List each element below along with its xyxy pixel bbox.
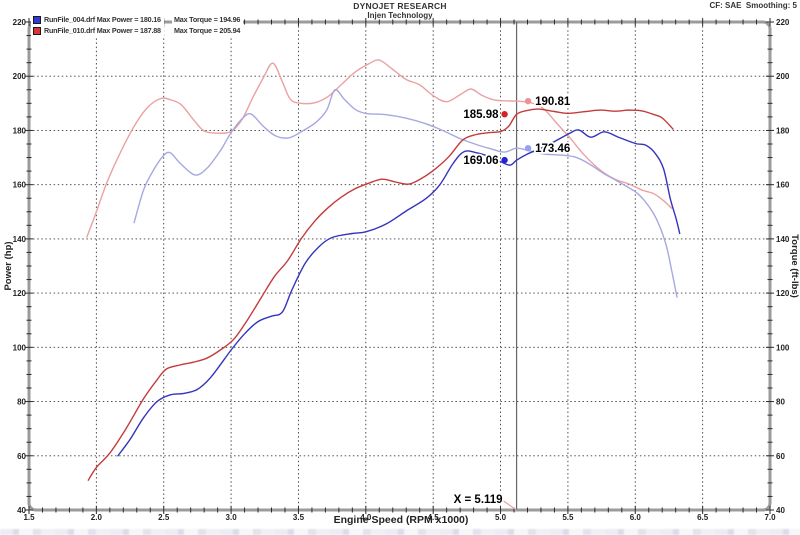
cursor-dot-power_004	[501, 156, 508, 164]
curve-power_010	[87, 108, 674, 481]
y-right-tick-label: 100	[776, 343, 790, 352]
y-right-tick-label: 200	[776, 72, 790, 81]
y-right-tick-label: 140	[776, 235, 790, 244]
x-tick-label: 6.5	[697, 513, 709, 522]
y-right-tick-label: 40	[776, 506, 785, 515]
y-left-tick-label: 80	[17, 398, 26, 407]
y-right-tick-label: 60	[776, 452, 785, 461]
x-tick-label: 2.0	[91, 513, 103, 522]
legend-torque-010: Max Torque = 205.94	[174, 26, 241, 35]
legend-row-runfile-010[interactable]: RunFile_010.drf Max Power = 187.88	[33, 25, 161, 36]
cursor-dot-torque_010	[524, 97, 532, 105]
x-tick-label: 4.5	[428, 513, 440, 522]
y-right-tick-label: 160	[776, 181, 790, 190]
x-tick-label: 4.0	[360, 513, 372, 522]
x-tick-label: 5.5	[562, 513, 574, 522]
plot-area[interactable]	[29, 22, 770, 510]
cursor-value-label-torque_010: 190.81	[535, 96, 571, 108]
y-right-tick-label: 220	[776, 18, 790, 27]
cropped-content-strip	[0, 529, 800, 535]
y-left-tick-label: 200	[13, 72, 27, 81]
x-tick-label: 6.0	[630, 513, 642, 522]
curve-power_004	[117, 129, 681, 457]
y-left-tick-label: 100	[13, 343, 27, 352]
y-left-tick-label: 120	[13, 289, 27, 298]
run-004-swatch-icon	[33, 15, 41, 24]
y-left-tick-label: 180	[13, 126, 27, 135]
y-left-tick-label: 160	[13, 181, 27, 190]
cursor-value-label-power_004: 169.06	[463, 155, 498, 167]
y-left-tick-label: 60	[17, 452, 26, 461]
x-tick-label: 2.5	[158, 513, 170, 522]
chart-subtitle: Injen Technology	[367, 11, 433, 20]
y-left-tick-label: 220	[13, 18, 27, 27]
cursor-value-label-power_010: 185.98	[463, 109, 499, 121]
legend-runs: RunFile_004.drf Max Power = 180.16 RunFi…	[31, 13, 164, 37]
y-right-tick-label: 180	[776, 126, 790, 135]
chart-title: DYNOJET RESEARCH	[353, 1, 447, 11]
x-tick-label: 3.0	[226, 513, 238, 522]
y-left-tick-label: 40	[17, 506, 26, 515]
y-right-axis-title: Torque (ft-lbs)	[789, 234, 800, 298]
cursor-dot-power_010	[501, 111, 508, 118]
x-axis-title: Engine Speed (RPM x1000)	[333, 514, 469, 526]
cursor-x-label: X = 5.119	[454, 494, 503, 506]
y-left-axis-title: Power (hp)	[3, 241, 14, 290]
y-right-tick-label: 80	[776, 398, 785, 407]
correction-smoothing-label: CF: SAE Smoothing: 5	[709, 1, 797, 10]
legend-torques: Max Torque = 194.96 Max Torque = 205.94	[172, 13, 244, 37]
x-tick-label: 5.0	[495, 513, 507, 522]
legend-row-runfile-004[interactable]: RunFile_004.drf Max Power = 180.16	[33, 14, 161, 25]
x-tick-label: 3.5	[293, 513, 305, 522]
cursor-dot-torque_004	[524, 144, 532, 152]
x-tick-label: 7.0	[764, 513, 776, 522]
curve-torque_004	[133, 88, 678, 298]
legend-power-004: RunFile_004.drf Max Power = 180.16	[44, 15, 161, 24]
run-010-swatch-icon	[33, 26, 41, 35]
cursor-value-label-torque_004: 173.46	[535, 143, 570, 155]
x-tick-label: 1.5	[23, 513, 35, 522]
cursor-label-pointer	[503, 500, 517, 511]
legend-torque-004: Max Torque = 194.96	[174, 15, 241, 24]
y-right-tick-label: 120	[776, 289, 790, 298]
curve-torque_010	[86, 59, 673, 238]
legend-power-010: RunFile_010.drf Max Power = 187.88	[44, 26, 161, 35]
y-left-tick-label: 140	[13, 235, 27, 244]
